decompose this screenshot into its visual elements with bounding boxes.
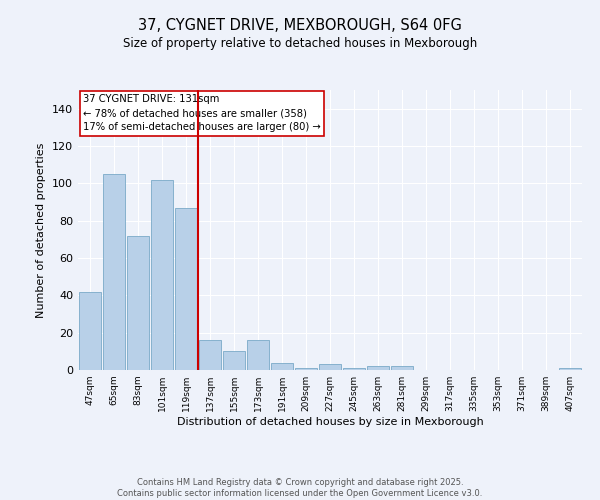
X-axis label: Distribution of detached houses by size in Mexborough: Distribution of detached houses by size … xyxy=(176,417,484,427)
Y-axis label: Number of detached properties: Number of detached properties xyxy=(37,142,46,318)
Bar xyxy=(79,292,101,370)
Bar xyxy=(175,208,197,370)
Bar xyxy=(343,368,365,370)
Text: 37 CYGNET DRIVE: 131sqm
← 78% of detached houses are smaller (358)
17% of semi-d: 37 CYGNET DRIVE: 131sqm ← 78% of detache… xyxy=(83,94,321,132)
Bar xyxy=(247,340,269,370)
Text: Contains HM Land Registry data © Crown copyright and database right 2025.
Contai: Contains HM Land Registry data © Crown c… xyxy=(118,478,482,498)
Bar xyxy=(199,340,221,370)
Bar xyxy=(319,364,341,370)
Bar xyxy=(127,236,149,370)
Text: Size of property relative to detached houses in Mexborough: Size of property relative to detached ho… xyxy=(123,38,477,51)
Bar xyxy=(103,174,125,370)
Bar xyxy=(559,368,581,370)
Bar xyxy=(271,362,293,370)
Bar xyxy=(295,368,317,370)
Text: 37, CYGNET DRIVE, MEXBOROUGH, S64 0FG: 37, CYGNET DRIVE, MEXBOROUGH, S64 0FG xyxy=(138,18,462,32)
Bar xyxy=(367,366,389,370)
Bar xyxy=(223,352,245,370)
Bar xyxy=(391,366,413,370)
Bar xyxy=(151,180,173,370)
